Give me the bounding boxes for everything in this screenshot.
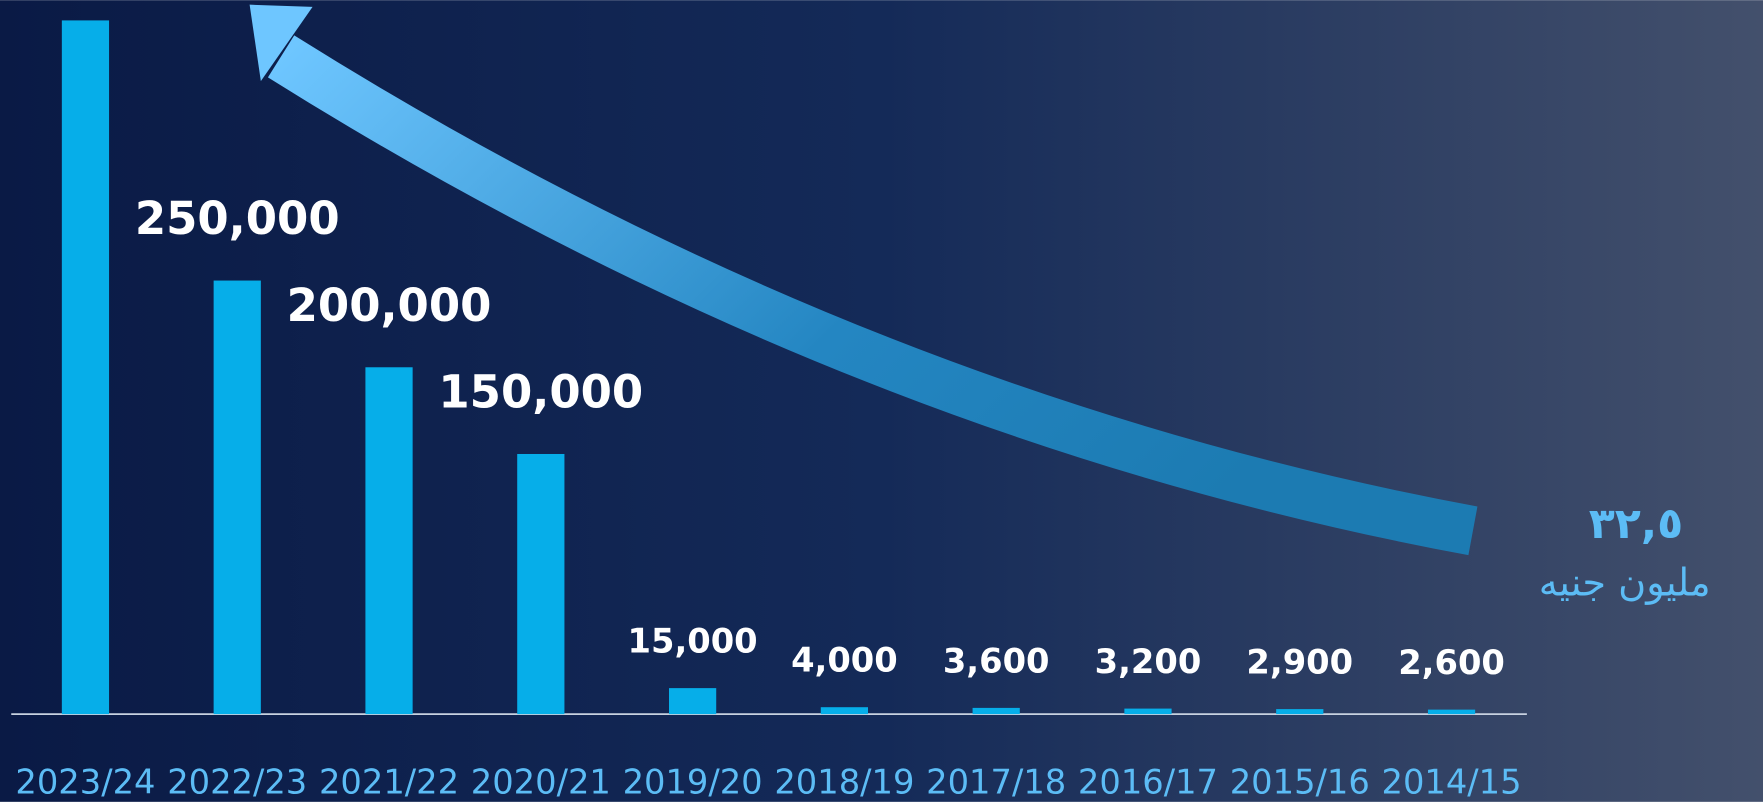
bar [214,281,261,715]
x-tick-label: 2016/17 [1078,762,1218,801]
x-tick-label: 2022/23 [167,762,307,801]
x-tick-label: 2019/20 [623,762,763,801]
bar [365,367,412,714]
value-label: 3,600 [943,641,1050,680]
value-label: 150,000 [438,366,643,419]
value-label: 2,600 [1398,643,1505,682]
x-tick-label: 2014/15 [1382,762,1522,801]
value-label: 3,200 [1095,642,1202,681]
x-tick-label: 2018/19 [774,762,914,801]
bar [1276,709,1323,714]
x-tick-label: 2021/22 [319,762,459,801]
chart: ٣٢,٥ مليون جنيه 2023/24 2022/23 250,000 202… [0,0,1763,802]
x-tick-label: 2017/18 [926,762,1066,801]
value-label: 250,000 [135,192,340,245]
value-label: 15,000 [628,622,758,661]
bar [1124,709,1171,715]
annotation-unit: مليون جنيه [1539,561,1711,605]
x-tick-label: 2023/24 [15,762,155,801]
x-tick-label: 2020/21 [471,762,611,801]
bar [973,708,1020,714]
bar [517,454,564,714]
bar [821,707,868,714]
bar [669,688,716,714]
bar [62,20,109,714]
value-label: 2,900 [1246,643,1353,682]
value-label: 200,000 [287,279,492,332]
x-tick-label: 2015/16 [1230,762,1370,801]
value-label: 4,000 [791,641,898,680]
bar [1428,710,1475,715]
annotation-number: ٣٢,٥ [1589,499,1683,549]
